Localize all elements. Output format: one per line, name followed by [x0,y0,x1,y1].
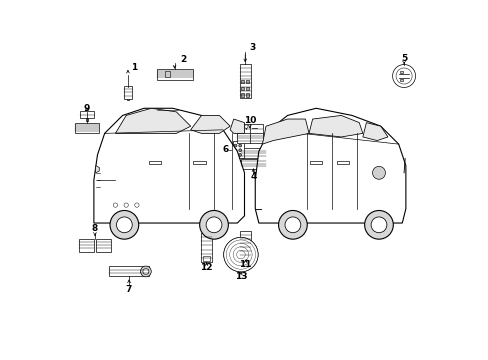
Text: 13: 13 [234,272,246,281]
Text: 9: 9 [83,104,90,113]
Circle shape [234,153,237,156]
Text: 2: 2 [180,55,186,64]
Polygon shape [115,108,190,134]
Circle shape [116,217,132,233]
Circle shape [140,266,151,277]
Circle shape [370,217,386,233]
Bar [241,80,244,83]
Bar [239,64,250,98]
Bar [245,87,248,90]
Text: 8: 8 [92,224,98,233]
Polygon shape [362,123,387,140]
Bar [164,71,170,77]
Bar [241,93,244,96]
Polygon shape [255,108,405,223]
Circle shape [238,144,241,147]
Bar [80,111,93,118]
Bar [156,69,192,80]
Bar [400,78,403,81]
Bar [109,266,148,276]
Polygon shape [96,166,99,173]
Circle shape [199,211,228,239]
Circle shape [206,217,222,233]
Text: 1: 1 [131,63,137,72]
Text: 4: 4 [250,172,256,181]
Bar [241,148,265,158]
Circle shape [372,166,385,179]
Text: 7: 7 [125,284,132,293]
Circle shape [223,237,258,272]
Circle shape [113,203,117,207]
Bar [242,253,249,258]
Bar [241,159,265,169]
Circle shape [234,149,237,152]
Text: 5: 5 [400,54,407,63]
Circle shape [285,217,300,233]
Circle shape [234,144,237,147]
Bar [96,239,111,252]
Bar [127,91,128,100]
Circle shape [392,64,415,87]
Polygon shape [94,108,244,223]
Bar [233,140,244,158]
Circle shape [238,149,241,152]
Circle shape [278,211,306,239]
Bar [124,86,132,99]
Bar [202,256,210,261]
Bar [74,123,99,133]
Bar [85,118,87,121]
Bar [336,161,349,163]
Circle shape [142,269,148,274]
Text: 6: 6 [222,145,228,154]
Bar [237,134,262,143]
Bar [240,231,250,259]
Bar [241,87,244,90]
Polygon shape [308,116,362,137]
Bar [237,124,262,134]
Text: 10: 10 [243,116,256,125]
Circle shape [124,203,128,207]
Bar [309,161,322,163]
Polygon shape [190,116,230,134]
Bar [245,93,248,96]
Bar [400,71,403,73]
Text: 3: 3 [249,43,255,52]
Bar [193,161,205,163]
Circle shape [135,203,139,207]
Circle shape [244,125,247,129]
Bar [201,233,212,262]
Text: 11: 11 [239,261,251,270]
Circle shape [223,237,258,272]
Circle shape [238,153,241,156]
Circle shape [110,211,139,239]
Bar [79,239,94,252]
Polygon shape [230,119,244,134]
Bar [245,80,248,83]
Polygon shape [262,119,308,144]
Circle shape [364,211,392,239]
Circle shape [395,68,411,84]
Text: 12: 12 [200,263,212,272]
Bar [148,161,161,163]
